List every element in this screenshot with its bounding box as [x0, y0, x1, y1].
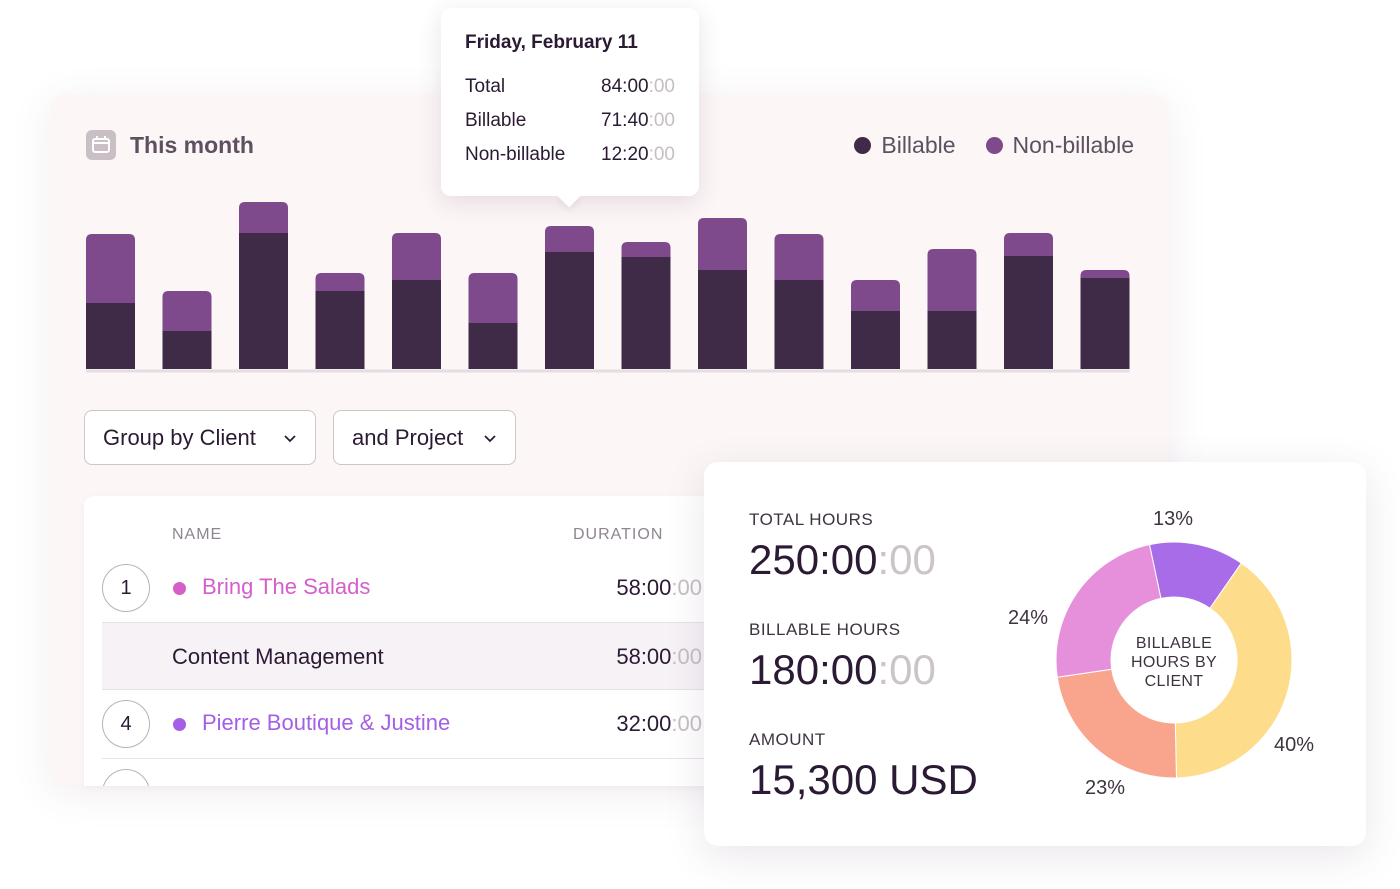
bar-segment-billable	[698, 270, 747, 369]
client-color-dot	[173, 718, 186, 731]
legend-dot-billable	[854, 137, 872, 154]
total-hours-value: 250:00:00	[749, 536, 936, 583]
sub-group-label: and Project	[352, 424, 464, 450]
tooltip-value: 12:20:00	[601, 144, 675, 165]
bar-segment-non-billable	[1080, 270, 1130, 278]
duration-value: 58:00:00	[616, 644, 702, 669]
billable-hours-stat: BILLABLE HOURS 180:00:00	[749, 620, 936, 694]
legend-item-non-billable: Non-billable	[985, 132, 1134, 159]
period-label: This month	[130, 131, 254, 158]
legend-dot-non-billable	[985, 137, 1003, 154]
report-card: This month Billable Non-billable Group b…	[50, 94, 1168, 786]
group-by-label: Group by Client	[103, 424, 256, 450]
legend-label-non-billable: Non-billable	[1012, 132, 1134, 158]
billable-hours-label: BILLABLE HOURS	[749, 620, 901, 639]
bar-segment-billable	[1004, 256, 1053, 369]
donut-percent-label: 24%	[1008, 607, 1049, 629]
donut-slice	[1174, 562, 1293, 779]
tooltip-value: 84:00:00	[601, 76, 675, 97]
amount-label: AMOUNT	[749, 730, 826, 749]
project-name[interactable]: Content Management	[172, 644, 384, 669]
bar-segment-non-billable	[851, 280, 900, 311]
bar-segment-non-billable	[315, 273, 365, 291]
bar-segment-non-billable	[468, 273, 518, 323]
amount-stat: AMOUNT 15,300 USD	[749, 730, 978, 804]
bar-segment-non-billable	[162, 291, 212, 331]
tooltip-row-non-billable: Non-billable 12:20:00	[465, 144, 675, 178]
legend-label-billable: Billable	[881, 132, 956, 158]
bar-segment-non-billable	[86, 234, 135, 303]
group-by-dropdown[interactable]: Group by Client	[84, 410, 316, 465]
bar-segment-non-billable	[621, 242, 671, 257]
rank-badge: 4	[102, 700, 150, 748]
bar-segment-non-billable	[774, 234, 824, 280]
bar-segment-billable	[1080, 278, 1130, 369]
chevron-down-icon	[483, 433, 497, 443]
donut-slice	[1055, 543, 1162, 678]
bar-segment-billable	[86, 303, 135, 369]
donut-percent-label: 23%	[1085, 777, 1126, 799]
total-hours-stat: TOTAL HOURS 250:00:00	[749, 510, 936, 584]
summary-card: TOTAL HOURS 250:00:00 BILLABLE HOURS 180…	[704, 462, 1366, 846]
column-header-duration[interactable]: DURATION	[573, 526, 664, 543]
period-selector[interactable]: This month	[86, 130, 254, 160]
legend-item-billable: Billable	[854, 132, 956, 159]
billable-hours-value: 180:00:00	[749, 646, 936, 693]
table-row[interactable]: 4 Pierre Boutique & Justine 32:00:00	[102, 690, 724, 758]
chart-legend: Billable Non-billable	[824, 132, 1134, 159]
bar-segment-non-billable	[545, 226, 594, 252]
client-donut-chart[interactable]	[994, 502, 1354, 802]
client-name[interactable]: Bring The Salads	[202, 574, 371, 599]
bar-segment-billable	[239, 233, 288, 369]
sub-group-dropdown[interactable]: and Project	[333, 410, 516, 465]
table-row[interactable]	[102, 758, 724, 786]
rank-badge: 1	[102, 564, 150, 612]
tooltip-value: 71:40:00	[601, 110, 675, 131]
rank-badge	[102, 769, 150, 786]
tooltip-label: Total	[465, 76, 506, 97]
tooltip-row-total: Total 84:00:00	[465, 76, 675, 110]
tooltip-label: Billable	[465, 110, 527, 131]
bar-segment-billable	[774, 280, 824, 369]
bar-segment-billable	[545, 252, 594, 369]
donut-percent-label: 13%	[1153, 508, 1194, 530]
bar-segment-non-billable	[239, 202, 288, 233]
table-row[interactable]: 1 Bring The Salads 58:00:00	[102, 554, 724, 622]
duration-value: 32:00:00	[616, 711, 702, 736]
bar-segment-billable	[162, 331, 212, 369]
total-hours-label: TOTAL HOURS	[749, 510, 874, 529]
calendar-icon	[86, 130, 116, 160]
client-name[interactable]: Pierre Boutique & Justine	[202, 710, 451, 735]
amount-value: 15,300 USD	[749, 756, 978, 803]
tooltip-label: Non-billable	[465, 144, 566, 165]
donut-slice	[1056, 668, 1177, 779]
table-row[interactable]: Content Management 58:00:00	[102, 622, 724, 690]
chevron-down-icon	[283, 433, 297, 443]
client-color-dot	[173, 582, 186, 595]
bar-segment-billable	[392, 280, 441, 369]
bar-segment-non-billable	[392, 233, 441, 280]
column-header-name[interactable]: NAME	[172, 526, 223, 543]
duration-value: 58:00:00	[616, 575, 702, 600]
bar-segment-non-billable	[1004, 233, 1053, 256]
bar-segment-non-billable	[927, 249, 977, 311]
bar-segment-billable	[851, 311, 900, 369]
donut-center-label: BILLABLE HOURS BY CLIENT	[1131, 635, 1217, 690]
bar-segment-non-billable	[698, 218, 747, 270]
hours-bar-chart[interactable]	[50, 94, 1168, 394]
bar-segment-billable	[468, 323, 518, 369]
donut-percent-label: 40%	[1274, 734, 1315, 756]
bar-segment-billable	[927, 311, 977, 369]
bar-tooltip: Friday, February 11 Total 84:00:00 Billa…	[441, 8, 699, 196]
tooltip-title: Friday, February 11	[465, 32, 638, 53]
tooltip-row-billable: Billable 71:40:00	[465, 110, 675, 144]
bar-segment-billable	[315, 291, 365, 369]
bar-segment-billable	[621, 257, 671, 369]
report-table: NAME DURATION 1 Bring The Salads 58:00:0…	[84, 496, 724, 786]
